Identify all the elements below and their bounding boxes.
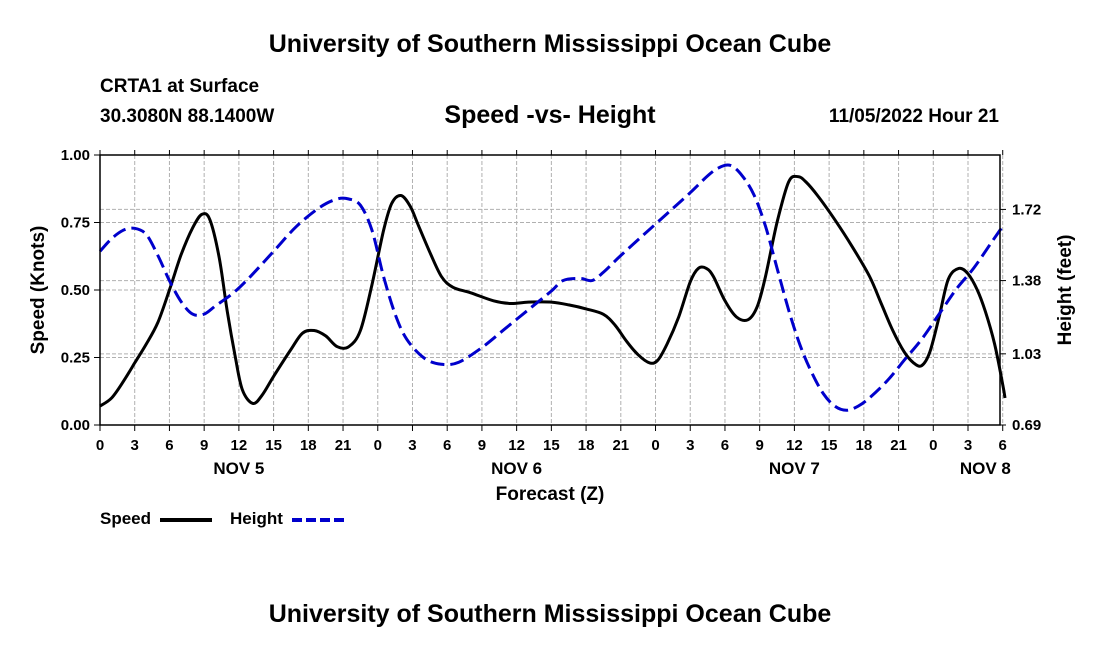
- y2-tick-label: 1.03: [1012, 346, 1041, 363]
- x-tick-label: 21: [612, 437, 629, 454]
- y2-tick-label: 0.69: [1012, 417, 1041, 434]
- y2-axis-title: Height (feet): [1055, 235, 1076, 346]
- x-tick-label: 21: [890, 437, 907, 454]
- x-tick-label: 15: [543, 437, 560, 454]
- y2-tick-label: 1.72: [1012, 201, 1041, 218]
- legend-height-label: Height: [230, 509, 283, 528]
- x-tick-label: 6: [443, 437, 451, 454]
- x-tick-label: 21: [335, 437, 352, 454]
- speed-series-line: [99, 174, 1007, 408]
- forecast-datetime: 11/05/2022 Hour 21: [828, 106, 999, 127]
- x-tick-label: 3: [964, 437, 972, 454]
- x-tick-label: 15: [821, 437, 838, 454]
- day-label: NOV 6: [491, 459, 542, 478]
- height-series-line: [98, 163, 1004, 412]
- day-label: NOV 5: [213, 459, 264, 478]
- y-tick-label: 0.00: [61, 417, 90, 434]
- y-tick-label: 1.00: [61, 147, 90, 164]
- x-tick-label: 0: [651, 437, 659, 454]
- x-tick-label: 9: [200, 437, 208, 454]
- y2-tick-label: 1.38: [1012, 273, 1041, 290]
- x-tick-label: 18: [578, 437, 595, 454]
- x-tick-label: 9: [478, 437, 486, 454]
- x-tick-label: 3: [686, 437, 694, 454]
- x-tick-label: 12: [786, 437, 803, 454]
- x-tick-label: 18: [300, 437, 317, 454]
- y-tick-label: 0.25: [61, 350, 90, 367]
- y-tick-label: 0.75: [61, 215, 90, 232]
- x-tick-label: 12: [508, 437, 525, 454]
- day-label: NOV 7: [769, 459, 820, 478]
- x-tick-label: 0: [96, 437, 104, 454]
- day-label: NOV 8: [960, 459, 1011, 478]
- x-tick-label: 9: [756, 437, 764, 454]
- chart-title: Speed -vs- Height: [444, 101, 656, 129]
- x-tick-label: 3: [408, 437, 416, 454]
- x-tick-label: 0: [374, 437, 382, 454]
- station-label: CRTA1 at Surface: [100, 76, 260, 97]
- x-tick-label: 3: [131, 437, 139, 454]
- org-title: University of Southern Mississippi Ocean…: [268, 30, 832, 58]
- x-tick-label: 6: [165, 437, 173, 454]
- x-tick-label: 15: [265, 437, 282, 454]
- x-tick-label: 6: [721, 437, 729, 454]
- axes: 0 3 6 9 12 15 18 21 0 3 6 9 12 15 18 21 0 3 6 9 12 15 18 21 0 3 6 N…: [28, 147, 1076, 505]
- x-tick-label: 12: [231, 437, 248, 454]
- y-axis-title: Speed (Knots): [28, 226, 49, 355]
- x-tick-label: 18: [855, 437, 872, 454]
- coordinates-label: 30.3080N 88.1400W: [100, 106, 275, 127]
- x-tick-label: 0: [929, 437, 937, 454]
- x-axis-title: Forecast (Z): [496, 484, 605, 505]
- y-tick-label: 0.50: [61, 282, 90, 299]
- series-layer: [98, 163, 1007, 412]
- footer-org-title: University of Southern Mississippi Ocean…: [268, 600, 832, 628]
- legend-speed-label: Speed: [100, 509, 152, 528]
- x-tick-label: 6: [999, 437, 1007, 454]
